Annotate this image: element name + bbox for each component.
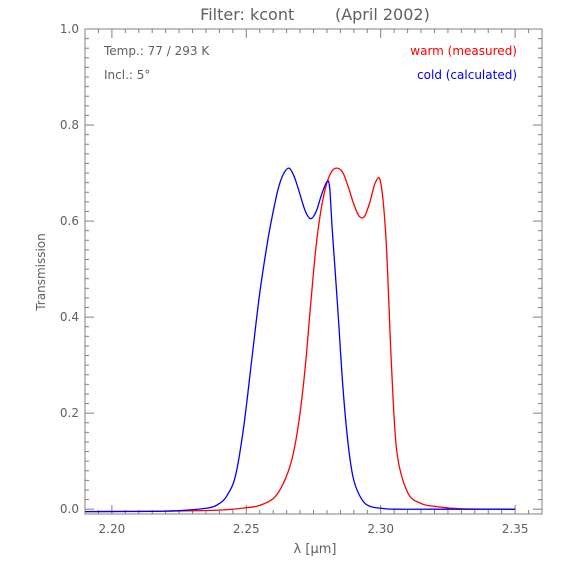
annotation-inclination: Incl.: 5°: [104, 68, 150, 82]
x-tick-label: 2.25: [233, 522, 260, 536]
x-axis-label: λ [μm]: [294, 542, 337, 557]
legend-item-cold: cold (calculated): [417, 68, 517, 82]
y-tick-label: 0.0: [60, 502, 79, 516]
chart-title: Filter: kcont (April 2002): [200, 5, 430, 24]
y-tick-label: 0.4: [60, 310, 79, 324]
annotation-temperature: Temp.: 77 / 293 K: [103, 44, 210, 58]
y-axis-ticks: 0.0 0.2 0.4 0.6 0.8 1.0: [60, 22, 542, 516]
x-tick-label: 2.30: [367, 522, 394, 536]
series-layer: [84, 167, 516, 513]
series-line-warm: [84, 167, 516, 513]
x-axis-ticks: 2.20 2.25 2.30 2.35: [84, 29, 543, 536]
x-tick-label: 2.20: [99, 522, 126, 536]
y-axis-label: Transmission: [34, 233, 48, 312]
y-tick-label: 0.6: [60, 214, 79, 228]
y-tick-label: 1.0: [60, 22, 79, 36]
legend-item-warm: warm (measured): [410, 44, 517, 58]
series-line-cold: [84, 167, 516, 513]
y-tick-label: 0.2: [60, 406, 79, 420]
x-tick-label: 2.35: [502, 522, 529, 536]
y-tick-label: 0.8: [60, 118, 79, 132]
